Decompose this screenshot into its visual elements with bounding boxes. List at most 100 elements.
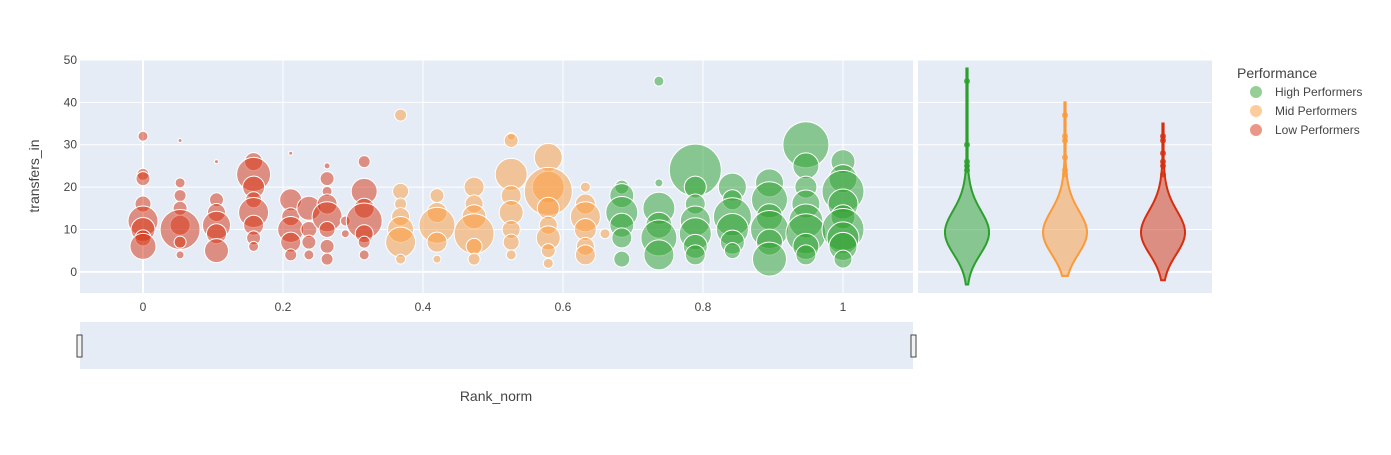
data-point — [574, 244, 596, 266]
data-point — [357, 155, 371, 169]
violin-shape — [1041, 101, 1089, 278]
range-slider-right-handle[interactable] — [910, 334, 917, 358]
data-point — [611, 227, 633, 249]
legend-label-low-performers: Low Performers — [1275, 123, 1360, 137]
violin-outlier-point — [1062, 133, 1068, 140]
data-point — [175, 250, 185, 260]
data-point — [792, 152, 820, 180]
x-axis-ticks: 0 0.2 0.4 0.6 0.8 1 — [140, 300, 847, 314]
data-point — [395, 253, 407, 265]
legend-marker-high-performers — [1250, 86, 1262, 98]
data-point — [392, 182, 410, 200]
data-point — [214, 159, 219, 165]
x-tick-label: 0.6 — [555, 300, 572, 314]
violin-low-performers — [1139, 122, 1187, 282]
data-point — [503, 132, 519, 148]
legend: Performance High Performers Mid Performe… — [1237, 65, 1362, 137]
legend-label-high-performers: High Performers — [1275, 85, 1362, 99]
x-tick-label: 0.4 — [415, 300, 432, 314]
data-point — [204, 238, 229, 264]
data-point — [129, 232, 157, 260]
series-high-performers — [605, 75, 865, 277]
violin-outlier-point — [964, 141, 970, 148]
violin-outlier-point — [1160, 150, 1166, 157]
data-point — [752, 241, 787, 277]
violin-shape — [1139, 122, 1187, 282]
data-point — [463, 176, 485, 198]
range-slider-left-handle[interactable] — [76, 334, 83, 358]
data-point — [174, 177, 186, 189]
data-point — [135, 171, 151, 187]
violin-outlier-point — [1062, 154, 1068, 161]
data-point — [340, 229, 350, 239]
x-tick-label: 1 — [840, 300, 847, 314]
data-point — [137, 130, 149, 142]
violin-outlier-point — [964, 158, 970, 165]
data-point — [288, 150, 294, 156]
data-point — [502, 233, 520, 251]
legend-marker-mid-performers — [1250, 105, 1262, 117]
data-point — [320, 252, 334, 266]
legend-title: Performance — [1237, 65, 1317, 81]
data-point — [318, 220, 336, 238]
data-point — [579, 181, 591, 193]
violin-shape — [943, 67, 991, 286]
data-point — [358, 249, 370, 261]
y-tick-label: 20 — [64, 180, 78, 194]
violin-marks — [943, 67, 1187, 286]
violin-high-performers — [943, 67, 991, 286]
range-slider[interactable] — [80, 322, 913, 369]
data-point — [505, 249, 517, 261]
data-point — [465, 237, 483, 255]
violin-outlier-point — [964, 162, 970, 169]
y-tick-label: 40 — [64, 95, 78, 109]
violin-outlier-point — [1160, 158, 1166, 165]
x-tick-label: 0 — [140, 300, 147, 314]
legend-marker-low-performers — [1250, 124, 1262, 136]
data-point — [613, 250, 631, 268]
data-point — [684, 244, 706, 266]
violin-outlier-point — [1062, 112, 1068, 119]
violin-outlier-point — [1160, 137, 1166, 144]
y-tick-label: 10 — [64, 222, 78, 236]
x-tick-label: 0.2 — [275, 300, 292, 314]
data-point — [284, 248, 298, 262]
data-point — [542, 257, 554, 269]
violin-outlier-point — [1062, 137, 1068, 144]
data-point — [248, 240, 260, 252]
violin-outlier-point — [1160, 133, 1166, 140]
data-point — [173, 235, 187, 249]
data-point — [323, 162, 331, 170]
data-point — [795, 244, 817, 266]
violin-outlier-point — [1160, 162, 1166, 169]
data-point — [301, 234, 317, 250]
series-low-performers — [127, 130, 383, 266]
data-point — [723, 242, 741, 260]
data-point — [653, 75, 665, 87]
data-point — [643, 239, 675, 271]
data-point — [319, 238, 335, 254]
x-axis-title: Rank_norm — [460, 388, 532, 404]
y-axis-title: transfers_in — [26, 139, 42, 212]
scatter-marks — [127, 75, 865, 277]
data-point — [467, 252, 481, 266]
data-point — [159, 208, 201, 250]
data-point — [540, 243, 556, 259]
data-point — [173, 189, 187, 203]
data-point — [432, 254, 442, 264]
legend-item-high-performers[interactable]: High Performers — [1250, 85, 1362, 99]
violin-outlier-point — [964, 78, 970, 85]
violin-mid-performers — [1041, 101, 1089, 278]
data-point — [429, 188, 445, 204]
y-tick-label: 0 — [70, 265, 77, 279]
data-point — [394, 108, 408, 122]
violin-outlier-point — [1160, 171, 1166, 178]
legend-item-mid-performers[interactable]: Mid Performers — [1250, 104, 1357, 118]
data-point — [599, 228, 611, 240]
y-axis-ticks: 0 10 20 30 40 50 — [64, 53, 78, 279]
legend-label-mid-performers: Mid Performers — [1275, 104, 1357, 118]
y-tick-label: 50 — [64, 53, 78, 67]
data-point — [303, 249, 315, 261]
legend-item-low-performers[interactable]: Low Performers — [1250, 123, 1360, 137]
